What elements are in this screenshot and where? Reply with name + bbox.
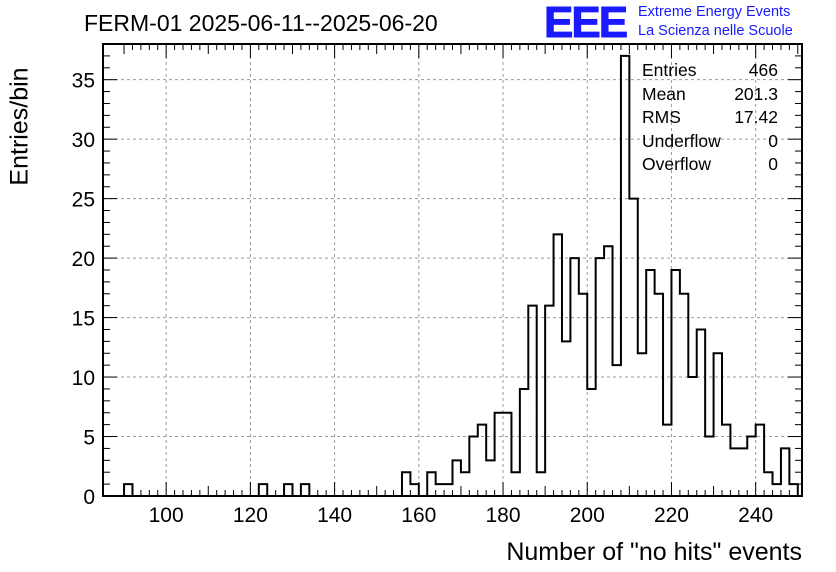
stat-overflow-label: Overflow: [642, 154, 712, 174]
stat-rms-label: RMS: [642, 107, 681, 127]
grid-lines: [103, 44, 802, 496]
x-tick-label: 100: [149, 504, 184, 527]
x-tick-label: 240: [738, 504, 773, 527]
y-tick-label: 20: [72, 248, 95, 271]
stat-overflow: Overflow 0: [642, 153, 778, 177]
y-tick-label: 15: [72, 308, 95, 331]
eee-logo-icon: EEE: [544, 2, 629, 42]
stat-underflow: Underflow 0: [642, 130, 778, 154]
logo-line-1: Extreme Energy Events: [638, 4, 791, 20]
logo-line-2: La Scienza nelle Scuole: [638, 23, 793, 39]
stat-underflow-label: Underflow: [642, 130, 721, 151]
logo-mark: EEE: [544, 2, 627, 42]
stat-rms: RMS 17.42: [642, 106, 778, 130]
y-axis-label: Entries/bin: [5, 67, 34, 186]
x-axis-label: Number of "no hits" events: [506, 538, 802, 566]
stat-underflow-value: 0: [768, 130, 778, 151]
y-tick-label: 25: [72, 189, 95, 212]
plot-frame: [102, 43, 803, 497]
stat-mean-value: 201.3: [734, 83, 778, 104]
y-tick-label: 10: [72, 367, 95, 390]
stat-mean: Mean 201.3: [642, 83, 778, 107]
y-tick-label: 35: [72, 70, 95, 93]
x-tick-label: 180: [486, 504, 521, 527]
x-tick-label: 220: [654, 504, 689, 527]
stat-rms-value: 17.42: [734, 107, 778, 127]
x-tick-label: 140: [317, 504, 352, 527]
x-tick-label: 160: [401, 504, 436, 527]
x-tick-label: 200: [570, 504, 605, 527]
y-tick-label: 30: [72, 129, 95, 152]
y-tick-label: 0: [83, 486, 95, 509]
logo-text: Extreme Energy Events La Scienza nelle S…: [638, 3, 793, 41]
x-tick-label: 120: [233, 504, 268, 527]
stat-overflow-value: 0: [768, 154, 778, 174]
tick-labels: 100 120 140 160 180 200 220 240 0 5 10 15 20 25 30 35: [72, 70, 774, 527]
stat-entries: Entries 466: [642, 59, 778, 83]
stats-box: Entries 466 Mean 201.3 RMS 17.42 Underfl…: [642, 59, 778, 177]
chart-title: FERM-01 2025-06-11--2025-06-20: [84, 10, 438, 36]
stat-entries-value: 466: [748, 60, 778, 80]
y-tick-label: 5: [83, 427, 95, 450]
stat-entries-label: Entries: [642, 60, 697, 80]
stat-mean-label: Mean: [642, 83, 686, 104]
